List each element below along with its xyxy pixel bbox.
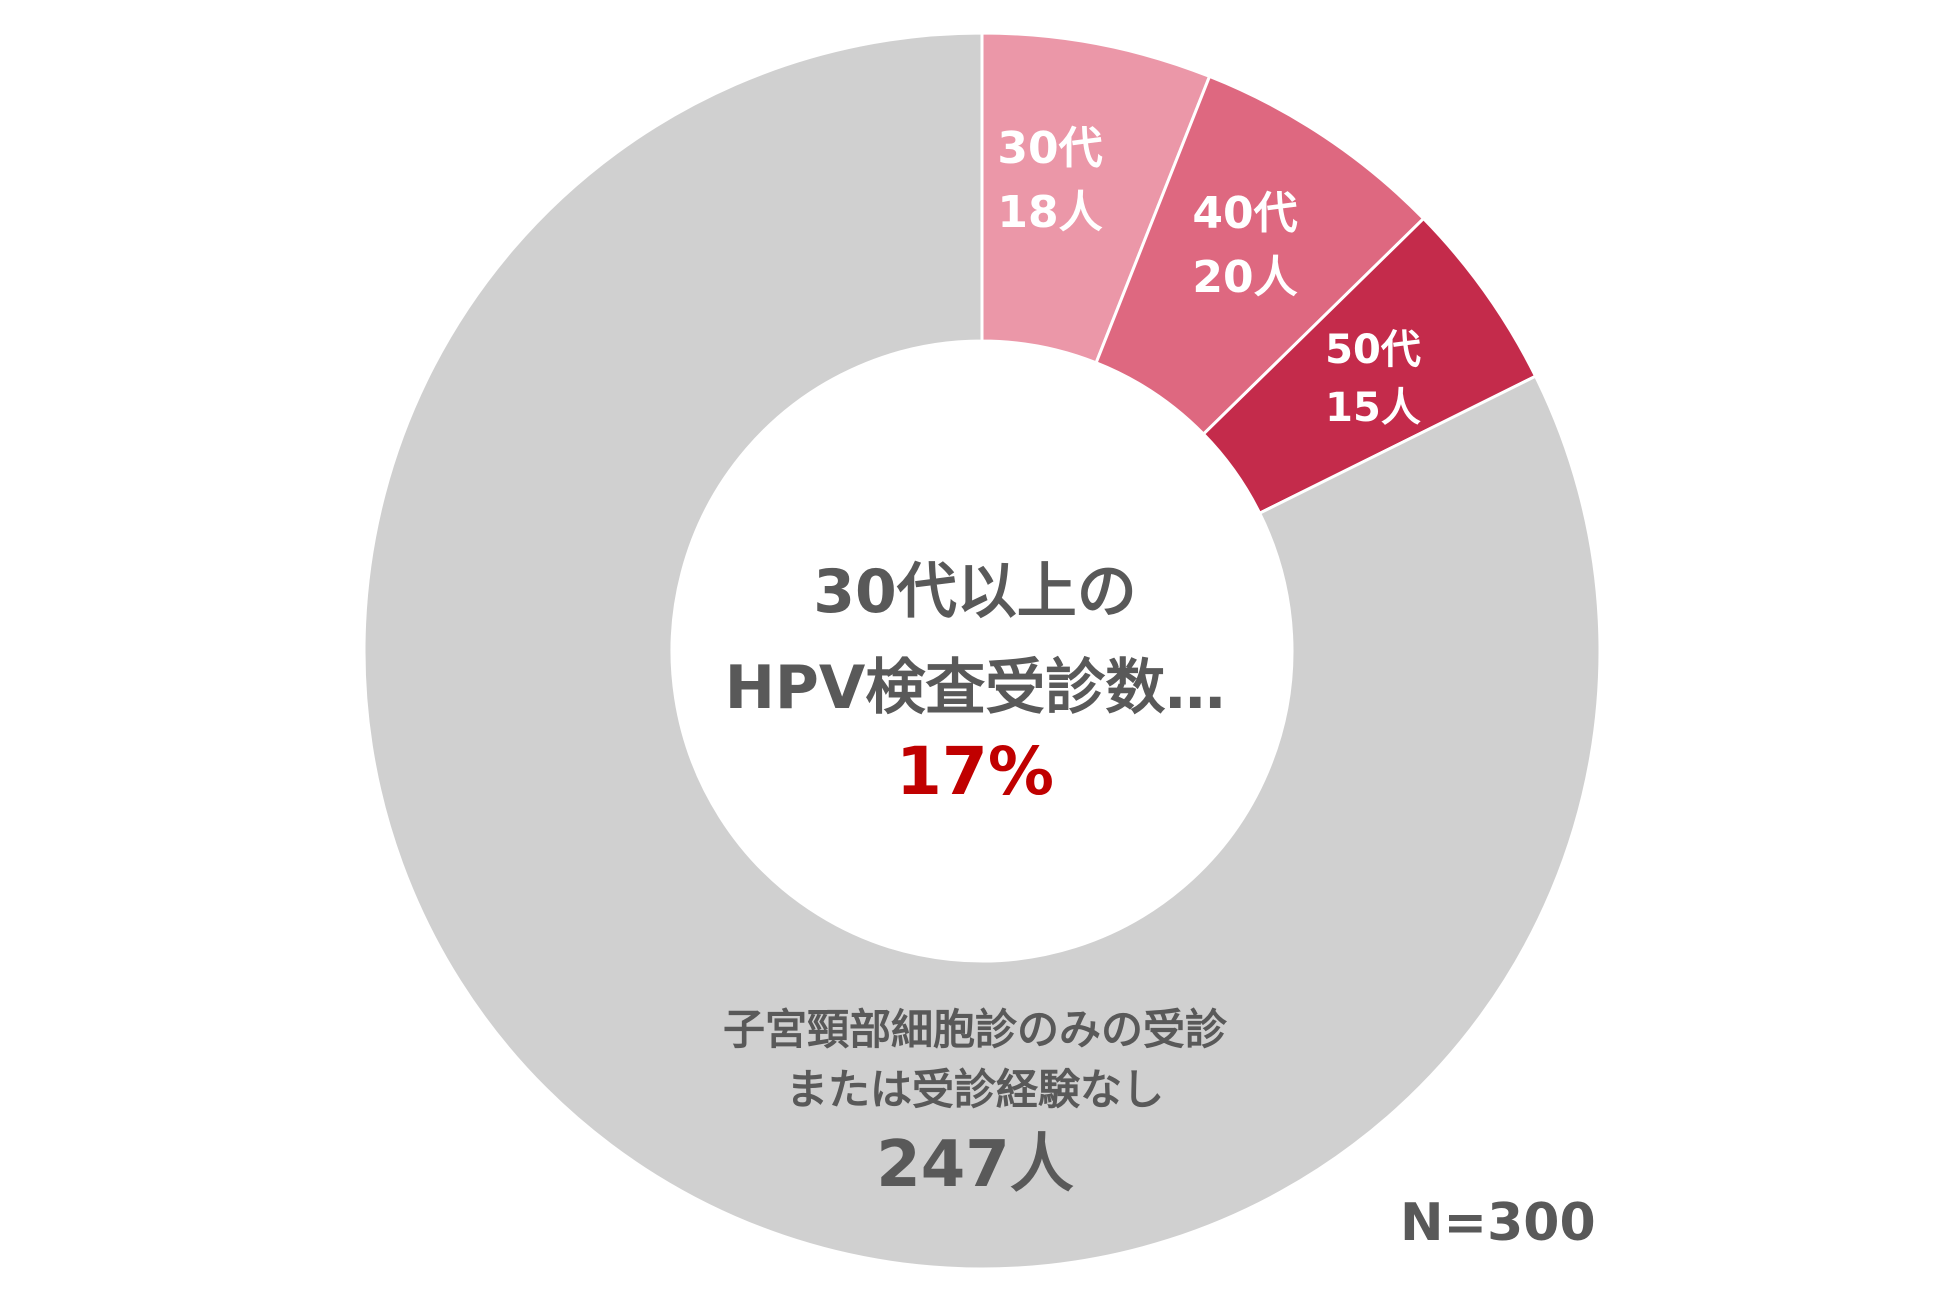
slice-label-50s-age: 50代 — [1325, 327, 1421, 373]
slice-label-40s-age: 40代 — [1192, 188, 1297, 239]
slice-label-30s-count: 18人 — [997, 187, 1102, 238]
slice-other — [362, 31, 1602, 1271]
slice-label-30s-age: 30代 — [997, 123, 1102, 174]
sample-size-label: N=300 — [1400, 1193, 1596, 1253]
slice-label-40s-count: 20人 — [1192, 252, 1297, 303]
center-title-line2: HPV検査受診数… — [725, 653, 1226, 723]
gray-label-line1: 子宮頸部細胞診のみの受診 — [723, 1005, 1228, 1054]
slice-label-50s-count: 15人 — [1325, 385, 1421, 431]
gray-label-line2: または受診経験なし — [786, 1065, 1164, 1114]
donut-slices — [362, 31, 1602, 1271]
center-title-line1: 30代以上の — [813, 557, 1137, 627]
center-percent: 17% — [896, 733, 1054, 810]
gray-label-count: 247人 — [876, 1128, 1074, 1202]
